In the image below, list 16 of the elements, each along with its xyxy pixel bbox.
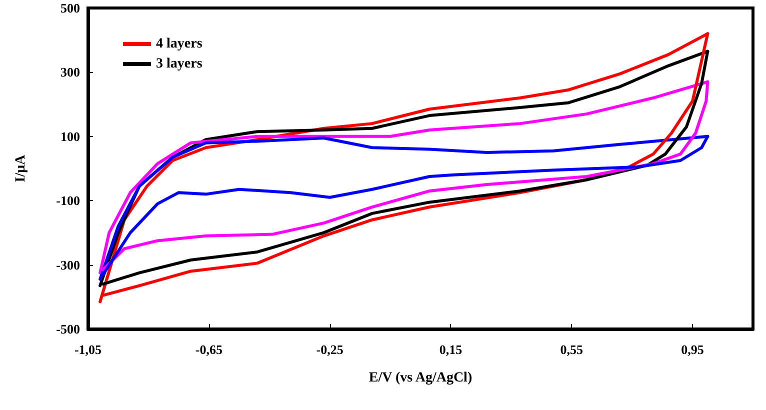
legend-label: 3 layers xyxy=(156,56,203,72)
x-tick-label: 0,95 xyxy=(681,342,704,357)
x-tick-label: 0,55 xyxy=(560,342,584,357)
x-tick-label: -0,25 xyxy=(316,342,344,357)
x-tick-label: 0,15 xyxy=(439,342,463,357)
x-axis-title: E/V (vs Ag/AgCl) xyxy=(368,370,472,386)
y-tick-label: -500 xyxy=(56,322,80,336)
y-tick-label: -100 xyxy=(56,193,80,208)
y-axis-title: I/μA xyxy=(14,154,28,182)
y-tick-label: -300 xyxy=(56,257,80,272)
legend-label: 4 layers xyxy=(156,36,203,52)
y-tick-label: 500 xyxy=(60,0,80,16)
x-tick-label: -0,65 xyxy=(195,342,223,357)
x-tick-label: -1,05 xyxy=(74,342,102,357)
y-tick-label: 100 xyxy=(60,128,80,144)
y-tick-label: 300 xyxy=(60,64,80,80)
